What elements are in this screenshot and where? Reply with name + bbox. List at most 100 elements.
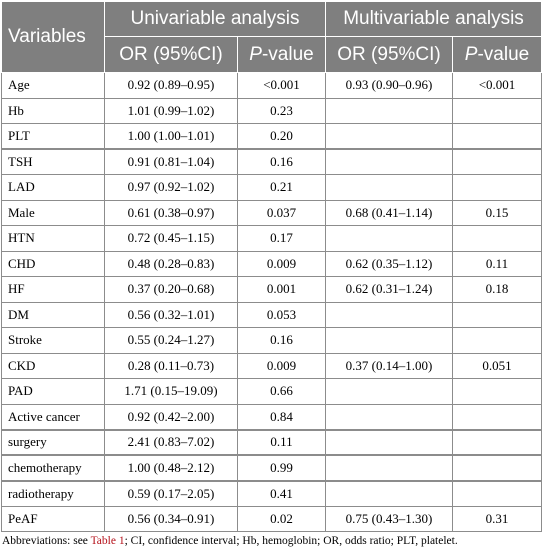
uni-p-cell: 0.66 — [237, 378, 326, 405]
uni-or-cell: 0.72 (0.45–1.15) — [104, 225, 238, 252]
uni-p-cell: 0.17 — [237, 225, 326, 252]
multi-or-cell — [325, 301, 453, 328]
table-row: Active cancer 0.92 (0.42–2.00) 0.84 — [1, 403, 542, 430]
uni-or-cell: 0.61 (0.38–0.97) — [104, 199, 238, 226]
uni-p-cell: <0.001 — [237, 72, 326, 99]
uni-or-cell: 0.28 (0.11–0.73) — [104, 352, 238, 379]
uni-or-cell: 0.92 (0.89–0.95) — [104, 72, 238, 99]
footnote-prefix: Abbreviations: see — [2, 535, 91, 547]
header-multi-or-ci: OR (95%CI) — [325, 36, 453, 73]
multi-p-cell — [451, 378, 542, 405]
uni-or-cell: 0.92 (0.42–2.00) — [104, 403, 238, 430]
table-row: PLT 1.00 (1.00–1.01) 0.20 — [1, 123, 542, 150]
table-row: CKD 0.28 (0.11–0.73) 0.009 0.37 (0.14–1.00)… — [1, 352, 542, 379]
header-uni-or-ci: OR (95%CI) — [104, 36, 238, 73]
multi-or-cell — [325, 123, 453, 150]
table-row: TSH 0.91 (0.81–1.04) 0.16 — [1, 148, 542, 175]
multi-or-cell: 0.93 (0.90–0.96) — [325, 72, 453, 99]
multi-or-cell: 0.62 (0.31–1.24) — [325, 276, 453, 303]
uni-or-cell: 1.01 (0.99–1.02) — [104, 97, 238, 124]
table-row: LAD 0.97 (0.92–1.02) 0.21 — [1, 174, 542, 201]
header-multi-p-value: P-value — [451, 36, 542, 73]
uni-or-cell: 2.41 (0.83–7.02) — [104, 428, 238, 456]
variable-cell: PAD — [1, 378, 105, 405]
variable-cell: Age — [1, 72, 105, 99]
table-body: Age 0.92 (0.89–0.95) <0.001 0.93 (0.90–0.96… — [1, 72, 542, 532]
uni-p-cell: 0.21 — [237, 174, 326, 201]
multi-p-cell — [451, 225, 542, 252]
variable-cell: DM — [1, 301, 105, 328]
uni-or-cell: 0.56 (0.34–0.91) — [104, 505, 238, 532]
variable-cell: Active cancer — [1, 403, 105, 430]
table-row: Male 0.61 (0.38–0.97) 0.037 0.68 (0.41–1.14… — [1, 199, 542, 226]
uni-p-cell: 0.23 — [237, 97, 326, 124]
multi-or-cell — [325, 148, 453, 175]
multi-p-cell — [451, 301, 542, 328]
footnote: Abbreviations: see Table 1; CI, confiden… — [2, 535, 458, 547]
table-row: HTN 0.72 (0.45–1.15) 0.17 — [1, 225, 542, 252]
table-1-link[interactable]: Table 1 — [90, 535, 125, 547]
variable-cell: HTN — [1, 225, 105, 252]
multi-or-cell — [325, 403, 453, 430]
multi-or-cell — [325, 174, 453, 201]
p-suffix: -value — [261, 43, 314, 65]
uni-p-cell: 0.99 — [237, 454, 326, 481]
multi-p-cell — [451, 174, 542, 201]
variable-cell: chemotherapy — [1, 454, 105, 481]
multi-p-cell — [451, 454, 542, 481]
uni-p-cell: 0.11 — [237, 428, 326, 456]
variable-cell: PeAF — [1, 505, 105, 532]
multi-or-cell — [325, 327, 453, 354]
regression-table: Variables Univariable analysis Multivari… — [1, 1, 542, 532]
multi-or-cell — [325, 454, 453, 481]
uni-p-cell: 0.16 — [237, 327, 326, 354]
uni-or-cell: 1.00 (1.00–1.01) — [104, 123, 238, 150]
multi-p-cell: 0.31 — [451, 505, 542, 532]
p-suffix: -value — [477, 43, 530, 65]
uni-p-cell: 0.02 — [237, 505, 326, 532]
header-uni-p-value: P-value — [237, 36, 326, 73]
multi-or-cell — [325, 479, 453, 507]
table-row: Stroke 0.55 (0.24–1.27) 0.16 — [1, 327, 542, 354]
multi-p-cell: 0.11 — [451, 250, 542, 277]
uni-or-cell: 0.97 (0.92–1.02) — [104, 174, 238, 201]
multi-p-cell: <0.001 — [451, 72, 542, 99]
uni-p-cell: 0.41 — [237, 479, 326, 507]
multi-or-cell — [325, 378, 453, 405]
table-row: surgery 2.41 (0.83–7.02) 0.11 — [1, 428, 542, 456]
uni-or-cell: 1.71 (0.15–19.09) — [104, 378, 238, 405]
uni-p-cell: 0.16 — [237, 148, 326, 175]
table-row: PeAF 0.56 (0.34–0.91) 0.02 0.75 (0.43–1.30)… — [1, 505, 542, 532]
variable-cell: radiotherapy — [1, 479, 105, 507]
p-letter: P — [249, 43, 262, 65]
multi-p-cell — [451, 479, 542, 507]
multi-p-cell — [451, 327, 542, 354]
multi-p-cell: 0.15 — [451, 199, 542, 226]
header-univariable: Univariable analysis — [104, 1, 326, 37]
variable-cell: LAD — [1, 174, 105, 201]
uni-or-cell: 0.48 (0.28–0.83) — [104, 250, 238, 277]
uni-or-cell: 0.37 (0.20–0.68) — [104, 276, 238, 303]
variable-cell: PLT — [1, 123, 105, 150]
uni-or-cell: 1.00 (0.48–2.12) — [104, 454, 238, 481]
table-row: HF 0.37 (0.20–0.68) 0.001 0.62 (0.31–1.24) 0… — [1, 276, 542, 303]
table-row: chemotherapy 1.00 (0.48–2.12) 0.99 — [1, 454, 542, 481]
uni-p-cell: 0.001 — [237, 276, 326, 303]
table-row: CHD 0.48 (0.28–0.83) 0.009 0.62 (0.35–1.12)… — [1, 250, 542, 277]
variable-cell: Stroke — [1, 327, 105, 354]
multi-p-cell — [451, 123, 542, 150]
multi-p-cell — [451, 148, 542, 175]
variable-cell: TSH — [1, 148, 105, 175]
variable-cell: surgery — [1, 428, 105, 456]
multi-or-cell — [325, 225, 453, 252]
table-row: PAD 1.71 (0.15–19.09) 0.66 — [1, 378, 542, 405]
multi-or-cell — [325, 428, 453, 456]
table-row: DM 0.56 (0.32–1.01) 0.053 — [1, 301, 542, 328]
uni-or-cell: 0.59 (0.17–2.05) — [104, 479, 238, 507]
multi-or-cell: 0.62 (0.35–1.12) — [325, 250, 453, 277]
p-letter: P — [464, 43, 478, 65]
table-row: Age 0.92 (0.89–0.95) <0.001 0.93 (0.90–0.96… — [1, 72, 542, 99]
uni-p-cell: 0.84 — [237, 403, 326, 430]
multi-or-cell: 0.37 (0.14–1.00) — [325, 352, 453, 379]
table-header: Variables Univariable analysis Multivari… — [1, 1, 542, 73]
